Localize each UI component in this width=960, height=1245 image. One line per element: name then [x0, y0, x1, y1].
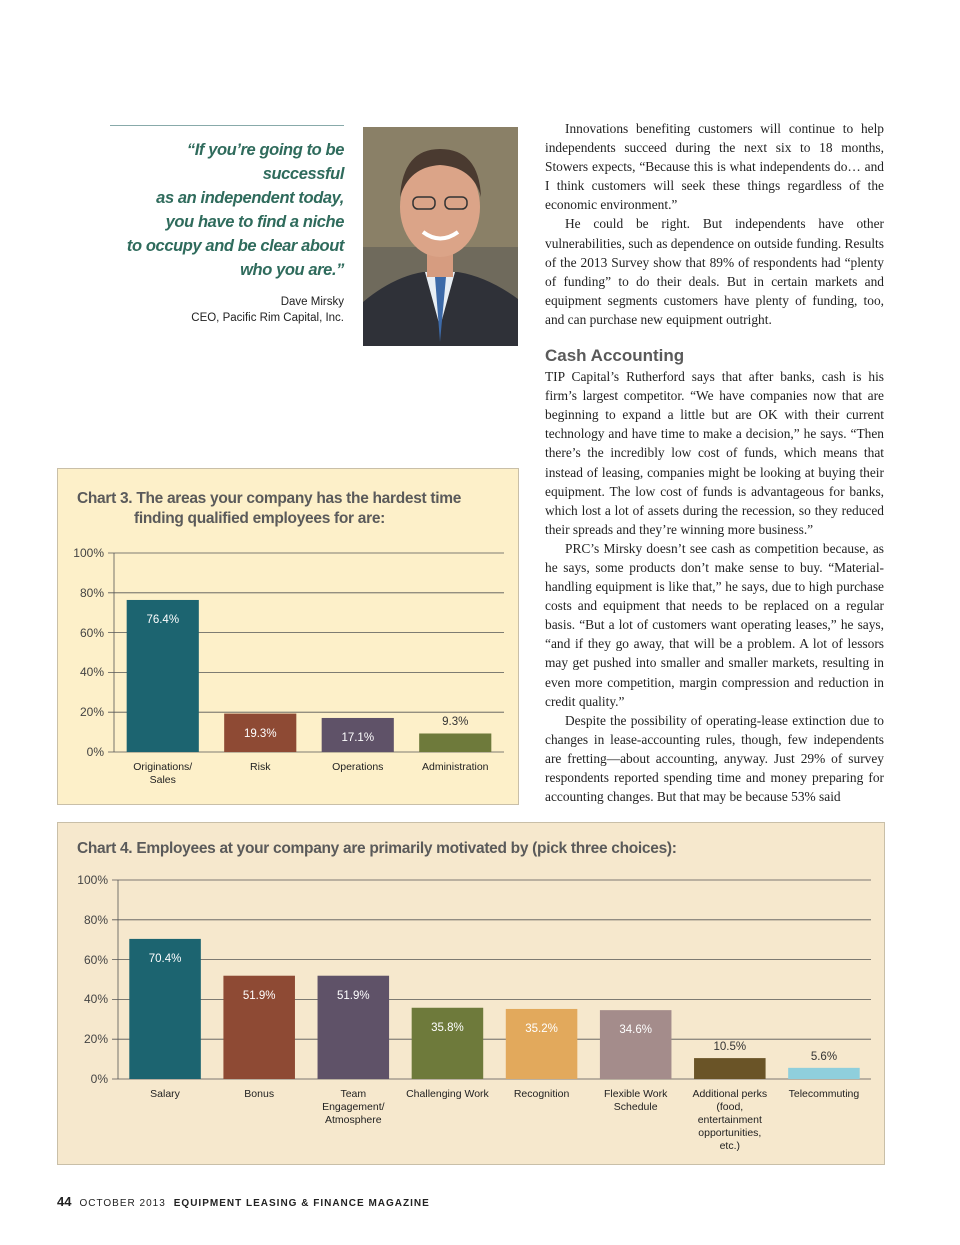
value-label: 34.6% — [619, 1024, 652, 1037]
quote-role: CEO, Pacific Rim Capital, Inc. — [191, 312, 344, 324]
quote-line: “If you’re going to be successful — [186, 141, 345, 183]
y-tick-label: 20% — [83, 1032, 108, 1047]
value-label: 70.4% — [148, 952, 182, 965]
paragraph: TIP Capital’s Rutherford says that after… — [545, 369, 884, 537]
chart — [112, 879, 871, 1080]
y-tick-label: 20% — [79, 705, 104, 720]
y-tick-label: 80% — [79, 585, 104, 600]
bar — [317, 975, 390, 1079]
x-tick-label: Bonus — [244, 1088, 275, 1100]
value-label: 76.4% — [146, 613, 180, 626]
bar — [419, 733, 492, 752]
value-label: 35.2% — [525, 1022, 558, 1035]
portrait-photo — [363, 127, 518, 346]
pull-quote: “If you’re going to be successful as an i… — [110, 125, 344, 326]
chart-title: Chart 4. Employees at your company are p… — [77, 840, 677, 857]
paragraph: Despite the possibility of operating-lea… — [545, 712, 884, 805]
chart-title: Chart 3. The areas your company has the … — [77, 490, 462, 527]
x-tick-label: Additional perks (food, entertainment op… — [692, 1088, 768, 1152]
bar — [126, 599, 199, 752]
value-label: 9.3% — [442, 716, 469, 729]
quote-line: you have to find a niche — [165, 213, 345, 231]
quote-name: Dave Mirsky — [280, 296, 344, 308]
quote-text: “If you’re going to be successful as an i… — [110, 138, 344, 282]
bar — [129, 938, 201, 1079]
quote-line: as an independent today, — [156, 189, 344, 207]
x-tick-label: Flexible Work Schedule — [603, 1088, 668, 1113]
bar — [223, 975, 295, 1079]
y-tick-label: 60% — [83, 952, 108, 967]
y-tick-label: 100% — [77, 873, 108, 887]
x-tick-label: Telecommuting — [788, 1088, 860, 1100]
x-tick-label: Originations/ Sales — [133, 761, 193, 786]
section-heading: Cash Accounting — [545, 346, 685, 366]
value-label: 35.8% — [431, 1021, 464, 1034]
chart-panel: Chart 4. Employees at your company are p… — [57, 822, 885, 1165]
bar — [224, 713, 297, 752]
y-tick-label: 100% — [73, 546, 104, 560]
y-tick-label: 0% — [86, 745, 104, 759]
page-number: 44 — [57, 1194, 72, 1209]
value-label: 19.3% — [243, 727, 277, 740]
chart — [108, 552, 504, 753]
x-tick-label: Salary — [150, 1088, 180, 1100]
x-tick-label: Challenging Work — [406, 1088, 489, 1100]
value-label: 17.1% — [341, 731, 375, 744]
quote-line: who you are.” — [240, 261, 344, 279]
bar — [788, 1067, 860, 1079]
x-tick-label: Recognition — [513, 1088, 570, 1100]
article-top: Innovations benefiting customers will co… — [545, 119, 884, 329]
article-body: TIP Capital’s Rutherford says that after… — [545, 367, 884, 806]
x-tick-label: Team Engagement/ Atmosphere — [322, 1088, 385, 1126]
bar — [599, 1010, 672, 1079]
paragraph: PRC’s Mirsky doesn’t see cash as competi… — [545, 540, 884, 709]
footer: 44 OCTOBER 2013 EQUIPMENT LEASING & FINANC… — [57, 1194, 438, 1209]
bar — [411, 1007, 484, 1079]
issue-date: OCTOBER 2013 — [79, 1198, 166, 1209]
value-label: 10.5% — [713, 1041, 747, 1054]
y-tick-label: 40% — [79, 665, 104, 680]
y-tick-label: 80% — [83, 912, 108, 927]
bar — [321, 717, 394, 752]
chart-panel: Chart 3. The areas your company has the … — [57, 468, 519, 805]
x-tick-label: Risk — [250, 761, 271, 773]
magazine-name: EQUIPMENT LEASING & FINANCE MAGAZINE — [173, 1198, 430, 1209]
y-tick-label: 0% — [90, 1072, 108, 1086]
x-tick-label: Operations — [332, 761, 384, 773]
y-tick-label: 40% — [83, 992, 108, 1007]
paragraph: He could be right. But independents have… — [545, 216, 884, 327]
quote-line: to occupy and be clear about — [126, 237, 344, 255]
x-tick-label: Administration — [421, 761, 489, 773]
value-label: 51.9% — [337, 989, 370, 1002]
value-label: 51.9% — [242, 989, 276, 1002]
value-label: 5.6% — [810, 1050, 838, 1063]
y-tick-label: 60% — [79, 625, 104, 640]
bar — [505, 1008, 578, 1079]
article: Innovations benefiting customers will co… — [545, 119, 884, 806]
bar — [694, 1058, 766, 1079]
paragraph: Innovations benefiting customers will co… — [545, 121, 884, 213]
